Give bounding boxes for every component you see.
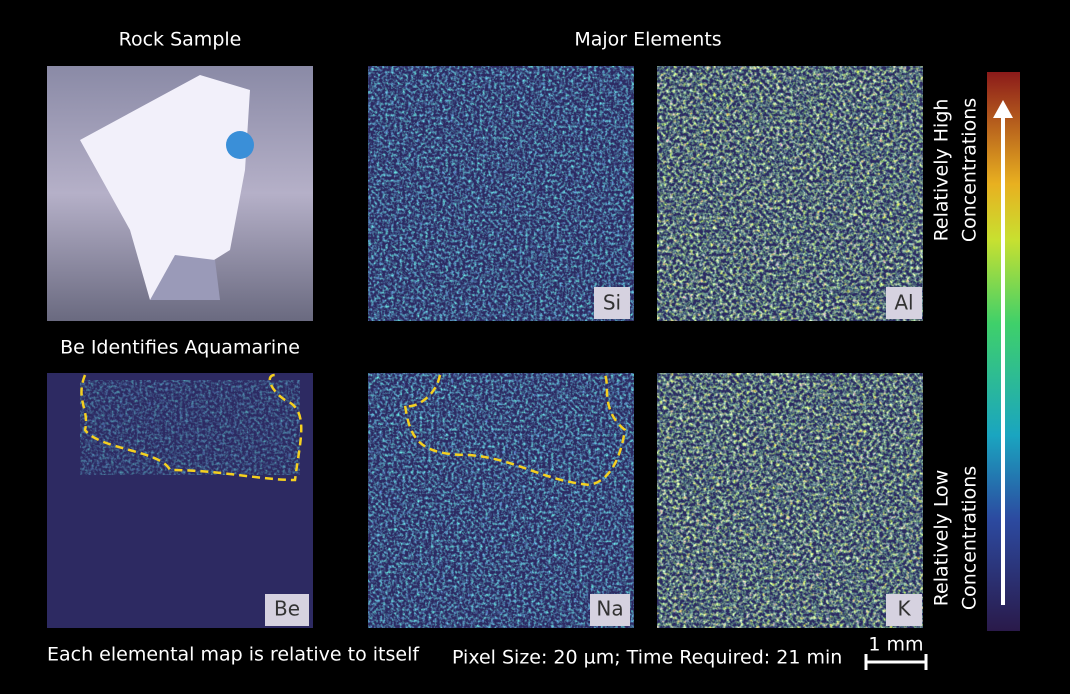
rock-photo: [47, 66, 313, 321]
map-si: Si: [368, 66, 634, 321]
footer-acquisition: Pixel Size: 20 µm; Time Required: 21 min: [452, 647, 842, 669]
map-label: Na: [596, 597, 623, 621]
map-be: Be: [47, 373, 313, 628]
map-al: Al: [657, 66, 923, 321]
heading: Rock Sample: [119, 29, 242, 51]
colorbar-label: Relatively High: [931, 99, 953, 242]
footer-note: Each elemental map is relative to itself: [47, 644, 420, 666]
map-label: Si: [603, 291, 621, 315]
map-k: K: [657, 373, 923, 628]
heading: Be Identifies Aquamarine: [60, 337, 300, 359]
colorbar: [987, 72, 1020, 631]
colorbar-label: Concentrations: [959, 98, 981, 242]
scale-bar: [864, 654, 928, 670]
map-label: K: [897, 597, 911, 621]
colorbar-label: Relatively Low: [931, 470, 953, 607]
map-na: Na: [368, 373, 634, 628]
heading: Major Elements: [574, 29, 721, 51]
scale-bar-label: 1 mm: [868, 634, 923, 656]
map-label: Be: [274, 597, 300, 621]
colorbar-label: Concentrations: [959, 466, 981, 610]
map-label: Al: [894, 291, 913, 315]
